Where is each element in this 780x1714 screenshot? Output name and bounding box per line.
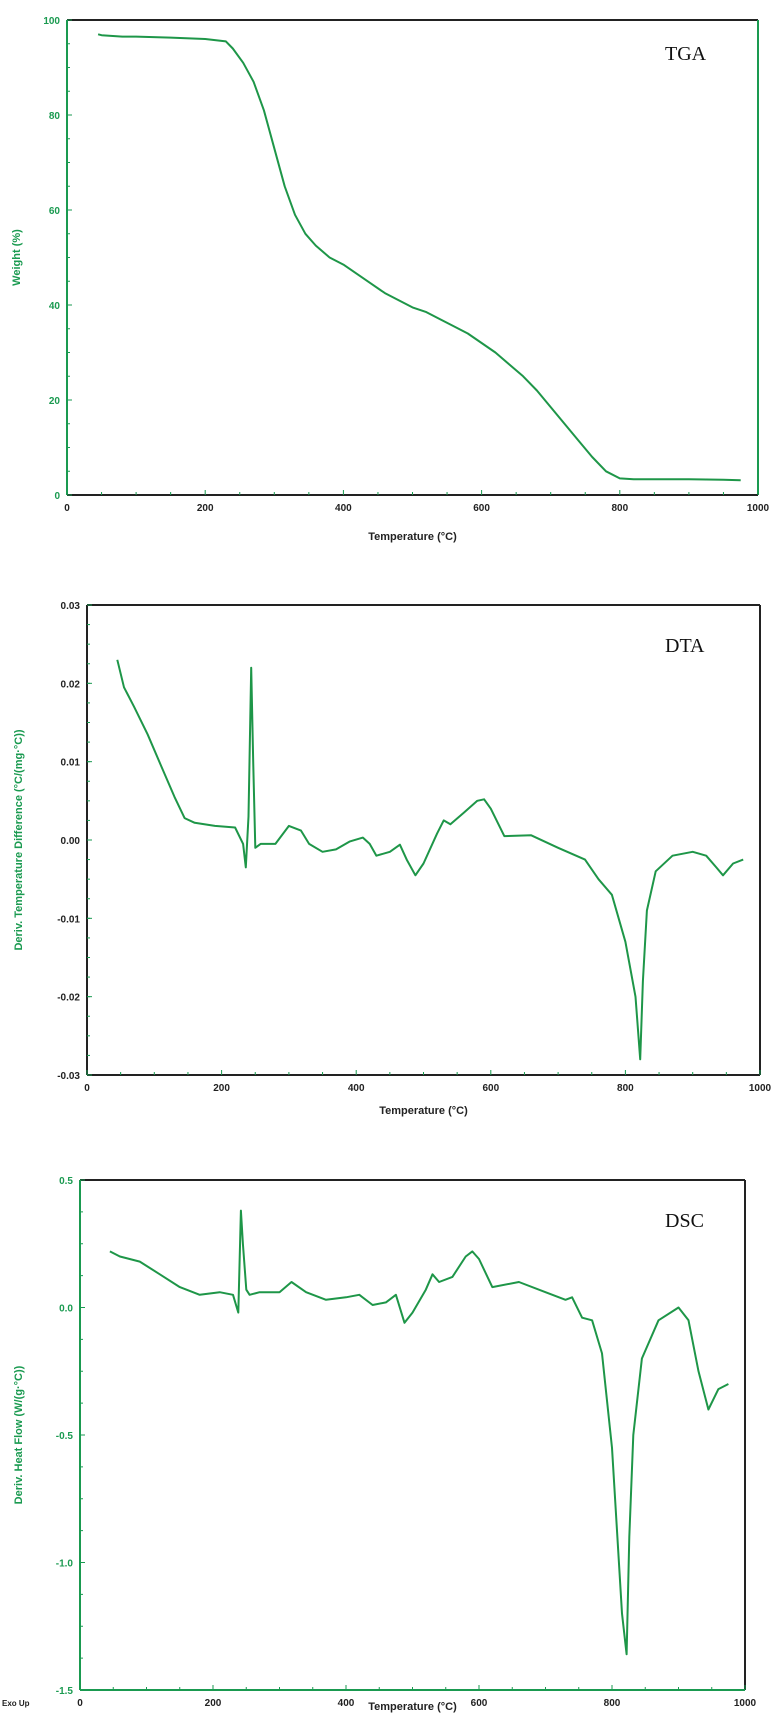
- y-tick-label: 20: [49, 396, 61, 407]
- y-tick-label: 60: [49, 206, 61, 217]
- chart-tga: 0 200 400 600 800 1000 0 20 40 60 80 100 Temperature…: [11, 16, 770, 543]
- y-tick-label: -1.0: [56, 1559, 74, 1570]
- y-tick-label: -0.03: [57, 1071, 80, 1082]
- x-tick-label: 800: [604, 1698, 621, 1709]
- y-tick-label: 40: [49, 301, 61, 312]
- y-tick-label: -0.01: [57, 914, 80, 925]
- x-tick-label: 600: [482, 1083, 499, 1094]
- y-tick-label: 0.03: [61, 601, 81, 612]
- y-tick-label: 0.00: [61, 836, 81, 847]
- y-tick-label: -0.5: [56, 1431, 74, 1442]
- exo-up-note: Exo Up: [2, 1699, 30, 1708]
- x-axis-title: Temperature (°C): [368, 531, 457, 543]
- x-tick-label: 400: [348, 1083, 365, 1094]
- series-line-0: [109, 1209, 729, 1656]
- y-axis-title: Deriv. Heat Flow (W/(g·°C)): [13, 1365, 25, 1504]
- x-axis-title: Temperature (°C): [379, 1105, 468, 1117]
- x-tick-label: 200: [213, 1083, 230, 1094]
- chart-tag-label: DSC: [665, 1210, 704, 1232]
- chart-tag-label: DTA: [665, 635, 705, 657]
- y-tick-label: 0.01: [61, 758, 81, 769]
- x-tick-label: 400: [335, 503, 352, 514]
- x-tick-label: 200: [205, 1698, 222, 1709]
- y-axis-title: Weight (%): [11, 229, 23, 286]
- y-tick-label: 0.0: [59, 1304, 73, 1315]
- x-tick-label: 1000: [747, 503, 770, 514]
- x-tick-label: 800: [617, 1083, 634, 1094]
- chart-dta: 0 200 400 600 800 1000 -0.03 -0.02 -0.01 0.00 0.01…: [13, 601, 772, 1117]
- series-line-0: [116, 659, 744, 1061]
- x-tick-label: 200: [197, 503, 214, 514]
- series-line-0: [97, 33, 741, 482]
- chart-dsc: 0 200 400 600 800 1000 -1.5 -1.0 -0.5 0.0 0.5 Tempe…: [2, 1176, 757, 1713]
- y-tick-label: 0.02: [61, 679, 81, 690]
- x-tick-label: 600: [471, 1698, 488, 1709]
- x-axis-title: Temperature (°C): [368, 1701, 457, 1713]
- y-tick-label: 0: [54, 491, 60, 502]
- chart-tag-label: TGA: [665, 43, 707, 65]
- y-tick-label: 100: [43, 16, 60, 27]
- x-tick-label: 0: [77, 1698, 83, 1709]
- y-tick-label: 0.5: [59, 1176, 73, 1187]
- x-tick-label: 0: [64, 503, 70, 514]
- x-tick-label: 800: [611, 503, 628, 514]
- x-tick-label: 400: [338, 1698, 355, 1709]
- y-axis-title: Deriv. Temperature Difference (°C/(mg·°C…: [13, 729, 25, 950]
- y-tick-label: 80: [49, 111, 61, 122]
- x-tick-label: 0: [84, 1083, 90, 1094]
- y-tick-label: -0.02: [57, 993, 80, 1004]
- y-tick-label: -1.5: [56, 1686, 74, 1697]
- x-tick-label: 1000: [749, 1083, 772, 1094]
- x-tick-label: 1000: [734, 1698, 757, 1709]
- x-tick-label: 600: [473, 503, 490, 514]
